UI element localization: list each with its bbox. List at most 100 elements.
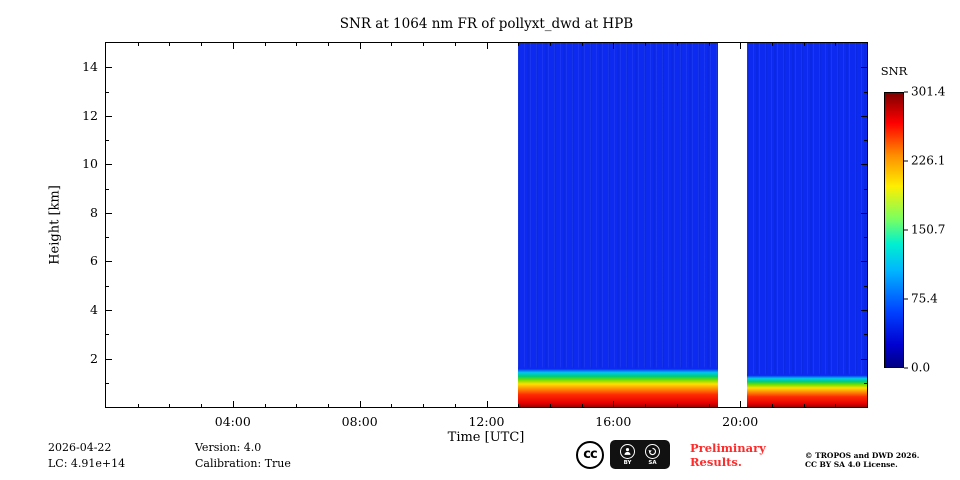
colorbar-tick bbox=[904, 229, 908, 231]
colorbar-tick-label: 301.4 bbox=[911, 84, 946, 99]
x-axis-major-tick bbox=[232, 401, 234, 407]
y-axis-major-tick bbox=[861, 212, 867, 214]
y-axis-minor-tick bbox=[106, 140, 109, 142]
x-axis-major-tick bbox=[232, 43, 234, 49]
cc-by-sa-badge: BY SA bbox=[610, 440, 670, 469]
cc-sa-item: SA bbox=[645, 443, 660, 466]
x-axis-minor-tick bbox=[423, 404, 425, 407]
x-axis-minor-tick bbox=[201, 404, 203, 407]
y-axis-major-tick bbox=[106, 212, 112, 214]
preliminary-results-note: Preliminary Results. bbox=[690, 441, 766, 469]
x-axis-minor-tick bbox=[771, 43, 773, 46]
x-axis-minor-tick bbox=[391, 404, 393, 407]
heatmap-data-segment-1 bbox=[518, 43, 718, 407]
chart-title: SNR at 1064 nm FR of pollyxt_dwd at HPB bbox=[339, 16, 634, 32]
x-axis-minor-tick bbox=[391, 43, 393, 46]
y-axis-minor-tick bbox=[106, 91, 109, 93]
y-axis-minor-tick bbox=[106, 334, 109, 336]
colorbar-tick-label: 75.4 bbox=[911, 291, 938, 306]
y-tick-label: 14 bbox=[82, 59, 98, 75]
x-axis-minor-tick bbox=[708, 43, 710, 46]
x-axis-minor-tick bbox=[264, 43, 266, 46]
x-axis-minor-tick bbox=[169, 404, 171, 407]
x-axis-major-tick bbox=[486, 401, 488, 407]
y-axis-major-tick bbox=[106, 261, 112, 263]
colorbar-tick-label: 0.0 bbox=[911, 360, 931, 375]
x-axis-major-tick bbox=[486, 43, 488, 49]
x-axis-minor-tick bbox=[549, 404, 551, 407]
x-tick-label: 08:00 bbox=[341, 414, 378, 429]
footer-version-block: Version: 4.0 Calibration: True bbox=[195, 440, 291, 472]
y-axis-minor-tick bbox=[864, 140, 867, 142]
cc-by-label: BY bbox=[623, 459, 632, 466]
calibration-label: Calibration: True bbox=[195, 457, 291, 470]
x-axis-minor-tick bbox=[454, 43, 456, 46]
x-axis-major-tick bbox=[613, 43, 615, 49]
surface-high-snr-band bbox=[518, 365, 718, 407]
y-tick-label: 12 bbox=[82, 107, 98, 123]
y-tick-label: 10 bbox=[82, 156, 98, 172]
y-axis-minor-tick bbox=[106, 285, 109, 287]
x-axis-minor-tick bbox=[328, 43, 329, 46]
y-axis-minor-tick bbox=[106, 188, 109, 190]
colorbar-tick-label: 226.1 bbox=[911, 153, 946, 168]
y-axis-minor-tick bbox=[864, 334, 867, 336]
x-axis-major-tick bbox=[740, 401, 742, 407]
y-tick-label: 4 bbox=[90, 301, 98, 317]
x-axis-minor-tick bbox=[423, 43, 425, 46]
y-axis-major-tick bbox=[106, 358, 112, 360]
copyright-line2: CC BY SA 4.0 License. bbox=[805, 460, 898, 469]
x-axis-minor-tick bbox=[137, 43, 139, 46]
cc-by-person-icon bbox=[620, 443, 635, 459]
x-axis-minor-tick bbox=[518, 43, 520, 46]
x-axis-minor-tick bbox=[549, 43, 551, 46]
colorbar-title: SNR bbox=[880, 64, 908, 78]
x-axis-major-tick bbox=[613, 401, 615, 407]
x-axis-label: Time [UTC] bbox=[447, 430, 525, 445]
colorbar-tick bbox=[904, 367, 908, 369]
version-label: Version: 4.0 bbox=[195, 441, 262, 454]
x-axis-minor-tick bbox=[328, 404, 329, 407]
colorbar bbox=[884, 92, 904, 368]
colorbar-tick-label: 150.7 bbox=[911, 222, 946, 237]
x-axis-minor-tick bbox=[803, 43, 805, 46]
y-axis-minor-tick bbox=[106, 237, 109, 239]
plot-area bbox=[105, 42, 868, 408]
y-tick-label: 8 bbox=[90, 204, 98, 220]
x-tick-label: 04:00 bbox=[214, 414, 251, 429]
y-axis-major-tick bbox=[861, 67, 867, 69]
x-axis-minor-tick bbox=[296, 404, 298, 407]
x-tick-label: 12:00 bbox=[468, 414, 505, 429]
x-axis-minor-tick bbox=[771, 404, 773, 407]
measurement-date: 2026-04-22 bbox=[48, 441, 112, 454]
y-axis-major-tick bbox=[106, 309, 112, 311]
lidar-constant: LC: 4.91e+14 bbox=[48, 457, 126, 470]
colorbar-tick bbox=[904, 298, 908, 300]
x-tick-label: 16:00 bbox=[595, 414, 632, 429]
x-tick-label: 20:00 bbox=[722, 414, 759, 429]
x-axis-minor-tick bbox=[581, 43, 583, 46]
heatmap-data-segment-2 bbox=[746, 43, 867, 407]
cc-license-badge: cc BY SA bbox=[576, 440, 670, 469]
x-axis-minor-tick bbox=[518, 404, 520, 407]
y-axis-major-tick bbox=[861, 261, 867, 263]
y-axis-minor-tick bbox=[864, 188, 867, 190]
x-axis-minor-tick bbox=[676, 404, 678, 407]
cc-sa-label: SA bbox=[648, 459, 657, 466]
y-axis-minor-tick bbox=[864, 91, 867, 93]
x-axis-major-tick bbox=[740, 43, 742, 49]
surface-high-snr-band bbox=[746, 373, 867, 407]
y-axis-major-tick bbox=[861, 115, 867, 117]
x-axis-major-tick bbox=[359, 43, 361, 49]
x-axis-minor-tick bbox=[169, 43, 171, 46]
y-axis-minor-tick bbox=[864, 237, 867, 239]
copyright-note: © TROPOS and DWD 2026. CC BY SA 4.0 Lice… bbox=[805, 451, 919, 469]
cc-icon-text: cc bbox=[583, 447, 597, 462]
colorbar-tick bbox=[904, 160, 908, 162]
cc-icon: cc bbox=[576, 440, 604, 469]
y-axis-minor-tick bbox=[864, 285, 867, 287]
x-axis-minor-tick bbox=[454, 404, 456, 407]
colorbar-tick bbox=[904, 91, 908, 93]
y-tick-label: 2 bbox=[90, 350, 98, 366]
